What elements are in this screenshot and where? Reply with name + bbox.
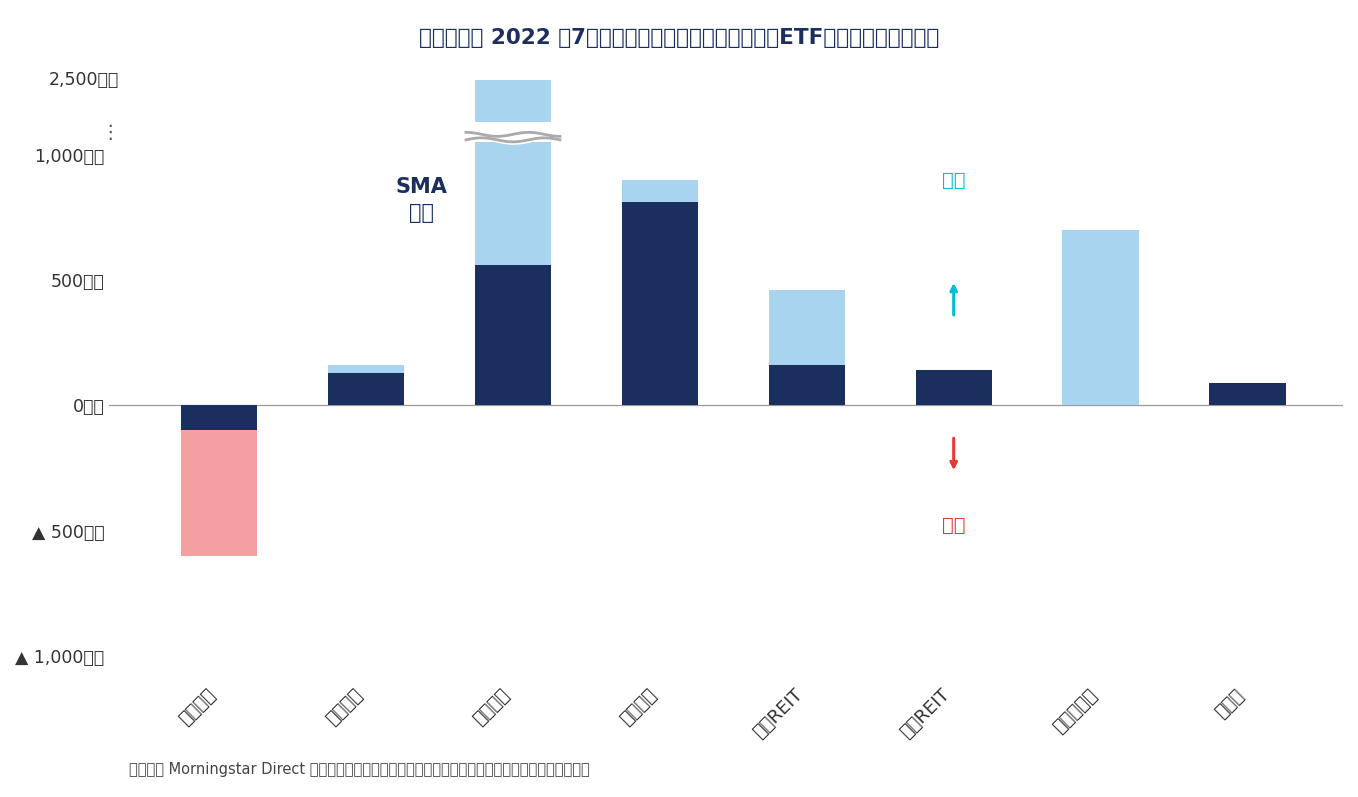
Bar <box>475 80 551 122</box>
Bar <box>327 365 405 406</box>
Bar <box>475 143 551 406</box>
Bar <box>622 202 698 406</box>
Text: 【図表１】 2022 年7月の日本籍追加型株式投信（除くETF）の推計資金流出入: 【図表１】 2022 年7月の日本籍追加型株式投信（除くETF）の推計資金流出入 <box>418 28 940 48</box>
Text: ⋮: ⋮ <box>99 123 120 142</box>
Bar <box>327 373 405 406</box>
Text: SMA
専用: SMA 専用 <box>397 177 448 223</box>
Bar <box>1210 383 1286 406</box>
Bar <box>475 265 551 406</box>
Bar <box>915 371 991 406</box>
Text: （資料） Morningstar Direct より作成。各資産クラスはイボットソン分類を用いてファンドを分類。: （資料） Morningstar Direct より作成。各資産クラスはイボット… <box>129 762 589 777</box>
Bar <box>769 290 845 406</box>
Bar <box>769 365 845 406</box>
Bar <box>1210 383 1286 406</box>
Text: 流出: 流出 <box>942 516 966 535</box>
Bar <box>1062 230 1139 406</box>
Bar <box>622 180 698 406</box>
Bar <box>181 406 258 430</box>
Bar <box>181 406 258 556</box>
Text: 流入: 流入 <box>942 171 966 190</box>
Text: 2,500億円: 2,500億円 <box>49 71 120 88</box>
Bar <box>915 371 991 406</box>
